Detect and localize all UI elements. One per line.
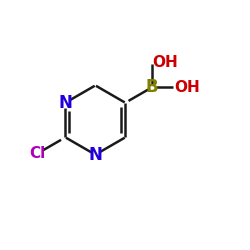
Text: N: N: [88, 146, 102, 164]
Text: OH: OH: [152, 55, 178, 70]
Text: B: B: [146, 78, 158, 96]
Text: N: N: [58, 94, 72, 112]
Text: OH: OH: [174, 80, 200, 95]
Text: Cl: Cl: [30, 146, 46, 161]
